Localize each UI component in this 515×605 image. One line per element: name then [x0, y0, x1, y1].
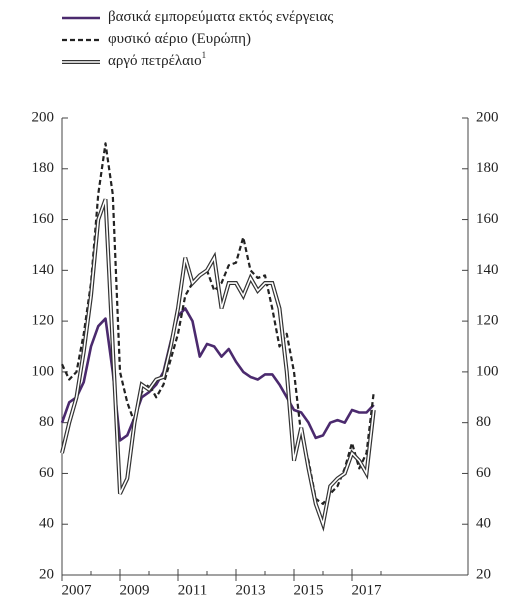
y-tick-label: 60 — [39, 465, 54, 481]
y-tick-label: 140 — [32, 262, 55, 278]
legend-label-text: αργό πετρέλαιο — [108, 53, 202, 69]
y-tick-label: 40 — [39, 516, 54, 532]
y2-tick-label: 40 — [476, 516, 491, 532]
line — [61, 142, 375, 506]
y-tick-label: 80 — [39, 414, 54, 430]
line-inner — [61, 198, 375, 528]
x-tick-label: 2015 — [294, 582, 324, 598]
x-tick-label: 2017 — [352, 582, 383, 598]
legend-label-text: βασικά εμπορεύματα εκτός ενέργειας — [108, 9, 333, 25]
legend-label: βασικά εμπορεύματα εκτός ενέργειας — [108, 9, 333, 25]
y-tick-label: 200 — [32, 109, 55, 125]
y2-tick-label: 160 — [476, 211, 499, 227]
y-tick-label: 160 — [32, 211, 55, 227]
legend-note: 1 — [202, 50, 207, 60]
y2-tick-label: 20 — [476, 566, 491, 582]
y2-tick-label: 140 — [476, 262, 499, 278]
y2-tick-label: 80 — [476, 414, 491, 430]
y-tick-label: 20 — [39, 566, 54, 582]
y-tick-label: 120 — [32, 313, 55, 329]
x-tick-label: 2013 — [236, 582, 266, 598]
line-outer — [60, 198, 376, 532]
x-tick-label: 2007 — [62, 582, 93, 598]
y2-tick-label: 200 — [476, 109, 499, 125]
y2-tick-label: 100 — [476, 363, 499, 379]
y2-tick-label: 120 — [476, 313, 499, 329]
legend-label-text: φυσικό αέριο (Ευρώπη) — [108, 31, 251, 47]
y-tick-label: 180 — [32, 160, 55, 176]
line — [60, 307, 375, 442]
x-tick-label: 2011 — [178, 582, 207, 598]
y-tick-label: 100 — [32, 363, 55, 379]
x-tick-label: 2009 — [120, 582, 150, 598]
y2-tick-label: 60 — [476, 465, 491, 481]
legend-label: αργό πετρέλαιο1 — [108, 50, 206, 69]
y2-tick-label: 180 — [476, 160, 499, 176]
legend-label: φυσικό αέριο (Ευρώπη) — [108, 31, 251, 47]
